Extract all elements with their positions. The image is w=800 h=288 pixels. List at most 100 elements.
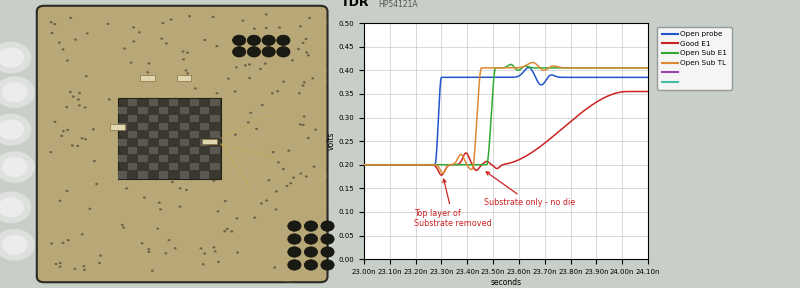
Circle shape <box>178 206 182 208</box>
Circle shape <box>287 149 290 152</box>
Circle shape <box>171 132 174 134</box>
Circle shape <box>216 156 219 158</box>
Circle shape <box>306 51 308 54</box>
Circle shape <box>0 151 35 183</box>
Circle shape <box>142 76 145 78</box>
Circle shape <box>141 242 143 245</box>
Circle shape <box>291 59 294 62</box>
Circle shape <box>194 127 198 129</box>
Bar <box>128 99 138 106</box>
Circle shape <box>178 150 182 152</box>
Circle shape <box>288 221 301 231</box>
Circle shape <box>302 42 305 44</box>
Circle shape <box>62 242 65 244</box>
Circle shape <box>106 23 110 25</box>
Bar <box>170 163 178 170</box>
Circle shape <box>274 266 276 269</box>
Bar <box>118 98 221 179</box>
Bar <box>210 131 220 138</box>
Circle shape <box>158 202 161 204</box>
Circle shape <box>234 90 237 93</box>
Bar <box>179 123 189 130</box>
Bar <box>159 139 168 146</box>
Circle shape <box>271 92 274 94</box>
Circle shape <box>314 128 317 131</box>
Circle shape <box>275 190 278 193</box>
Bar <box>159 123 168 130</box>
Circle shape <box>62 130 65 132</box>
Circle shape <box>299 25 302 27</box>
Circle shape <box>308 17 311 19</box>
Circle shape <box>214 250 217 253</box>
Circle shape <box>236 251 239 254</box>
Circle shape <box>244 64 246 67</box>
Circle shape <box>147 176 150 179</box>
Circle shape <box>304 260 318 270</box>
Circle shape <box>267 179 270 181</box>
Circle shape <box>138 31 141 33</box>
Circle shape <box>292 177 295 179</box>
Circle shape <box>259 68 262 70</box>
Circle shape <box>81 233 84 235</box>
Bar <box>200 171 210 179</box>
Bar <box>138 171 147 179</box>
Circle shape <box>304 221 318 231</box>
Circle shape <box>213 180 215 182</box>
Circle shape <box>297 48 300 50</box>
Circle shape <box>69 91 72 93</box>
Circle shape <box>304 247 318 257</box>
Circle shape <box>108 98 110 101</box>
Bar <box>118 107 127 114</box>
Circle shape <box>235 217 238 219</box>
Circle shape <box>147 251 150 253</box>
Circle shape <box>171 181 174 183</box>
Circle shape <box>206 174 209 176</box>
Circle shape <box>66 59 69 62</box>
Bar <box>200 155 210 162</box>
Circle shape <box>74 39 77 41</box>
Circle shape <box>98 262 101 264</box>
Bar <box>179 139 189 146</box>
Circle shape <box>248 63 251 66</box>
Circle shape <box>66 190 69 192</box>
Circle shape <box>58 266 62 268</box>
Circle shape <box>141 120 143 122</box>
Circle shape <box>215 92 218 94</box>
Bar <box>200 107 210 114</box>
Circle shape <box>278 26 281 29</box>
Circle shape <box>154 113 156 115</box>
Circle shape <box>2 157 27 177</box>
Circle shape <box>234 134 237 136</box>
Bar <box>138 139 147 146</box>
Circle shape <box>302 115 306 118</box>
Circle shape <box>147 248 150 250</box>
Circle shape <box>69 17 72 19</box>
Circle shape <box>0 76 35 108</box>
Circle shape <box>60 135 63 137</box>
Circle shape <box>217 261 220 263</box>
Bar <box>138 155 147 162</box>
Bar <box>200 139 210 146</box>
Circle shape <box>58 262 62 264</box>
Circle shape <box>282 80 285 83</box>
Circle shape <box>170 131 173 133</box>
Text: HP54121A: HP54121A <box>378 0 418 9</box>
Circle shape <box>0 48 24 68</box>
Circle shape <box>2 82 27 102</box>
Circle shape <box>93 160 96 162</box>
Bar <box>149 115 158 122</box>
Circle shape <box>169 112 172 114</box>
Circle shape <box>85 75 88 77</box>
Circle shape <box>247 35 261 46</box>
Circle shape <box>211 164 214 166</box>
Circle shape <box>290 249 293 251</box>
Circle shape <box>66 129 69 131</box>
Circle shape <box>84 106 86 109</box>
Circle shape <box>152 159 154 161</box>
Circle shape <box>78 104 81 107</box>
Circle shape <box>277 161 280 164</box>
Circle shape <box>299 173 302 175</box>
Circle shape <box>290 182 292 185</box>
Circle shape <box>203 252 206 255</box>
Circle shape <box>203 39 206 41</box>
